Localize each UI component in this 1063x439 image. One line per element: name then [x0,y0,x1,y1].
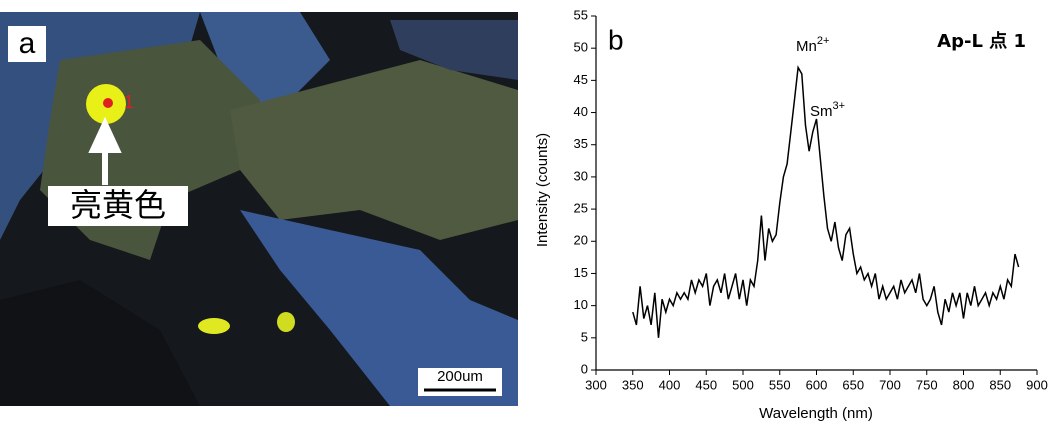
blue-region [390,20,518,80]
point-label: 1 [124,92,134,112]
annotation-superscript: 2+ [817,35,830,47]
callout: 亮黄色 [70,186,166,224]
y-tick-label: 30 [574,168,588,183]
y-tick-label: 0 [581,361,588,376]
x-tick-label: 850 [989,377,1011,392]
x-tick-label: 650 [842,377,864,392]
y-tick-label: 55 [574,7,588,22]
y-tick-label: 45 [574,72,588,87]
arrow [88,116,122,185]
y-tick-label: 10 [574,297,588,312]
x-tick-label: 450 [695,377,717,392]
spectrum-chart: b Ap-L 点 1 Wavelength (nm) Intensity (co… [534,7,1048,422]
green-region [230,60,518,240]
x-tick-label: 700 [879,377,901,392]
x-tick-label: 350 [622,377,644,392]
annotation-text: Mn [796,38,817,55]
y-tick-label: 5 [581,329,588,344]
annotation-text: Sm [810,103,833,120]
y-tick-label: 15 [574,265,588,280]
y-tick-label: 25 [574,201,588,216]
blue-region [240,210,518,406]
dark-region [0,280,200,406]
panel-label-box [8,26,46,62]
x-tick-label: 750 [916,377,938,392]
chart-title: Ap-L 点 1 [937,30,1026,52]
x-tick-label: 400 [659,377,681,392]
y-tick-label: 20 [574,233,588,248]
x-tick-label: 900 [1026,377,1048,392]
scale-bar-label: 200um [437,368,483,385]
x-tick-label: 500 [732,377,754,392]
y-tick-label: 50 [574,40,588,55]
x-axis-label: Wavelength (nm) [759,405,873,422]
micrograph: a 1 亮黄色 200um [0,12,518,406]
panel-label: a [19,27,36,60]
annotation: Sm3+ [810,100,845,120]
spectrum-line [632,65,1020,338]
bright-grain [277,312,295,332]
x-tick-label: 600 [806,377,828,392]
annotation-superscript: 3+ [833,100,846,112]
x-tick-label: 550 [769,377,791,392]
bright-grain [198,318,230,334]
y-tick-label: 35 [574,136,588,151]
analysis-point [103,98,113,108]
y-tick-label: 40 [574,104,588,119]
annotation: Mn2+ [796,35,829,55]
x-tick-label: 800 [953,377,975,392]
y-axis-label: Intensity (counts) [534,133,551,247]
callout-box [48,186,188,226]
x-tick-label: 300 [585,377,607,392]
panel-label: b [608,24,624,55]
